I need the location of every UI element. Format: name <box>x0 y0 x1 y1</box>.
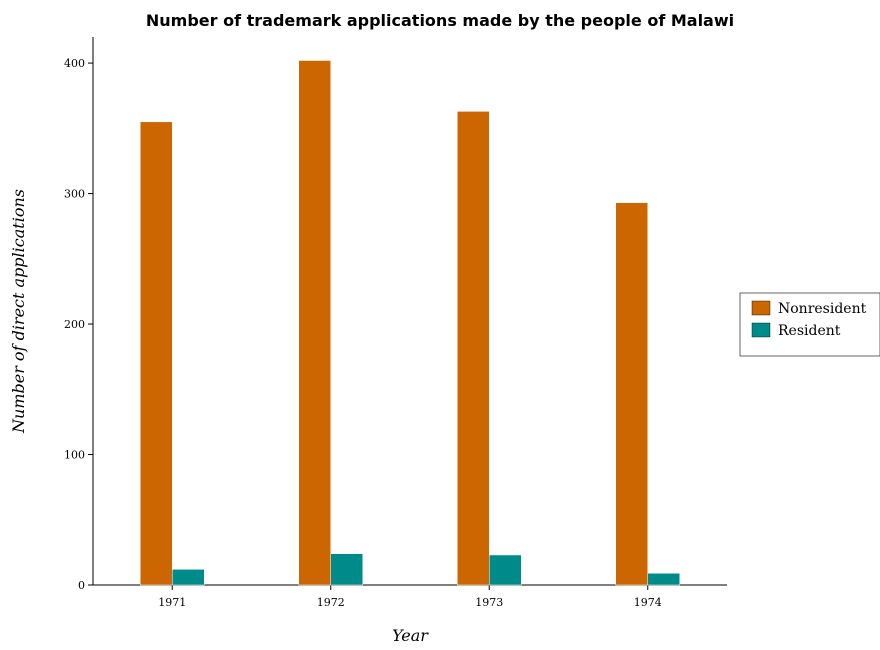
legend-label-resident: Resident <box>778 323 841 339</box>
x-tick-label: 1973 <box>475 596 503 609</box>
x-tick-label: 1974 <box>634 596 662 609</box>
x-axis-label: Year <box>392 626 429 645</box>
y-axis-label: Number of direct applications <box>9 189 28 434</box>
y-tick-label: 100 <box>64 449 85 462</box>
legend: Nonresident Resident <box>739 292 880 357</box>
y-tick-label: 400 <box>64 57 85 70</box>
x-tick-label: 1972 <box>317 596 345 609</box>
chart-title: Number of trademark applications made by… <box>146 11 734 30</box>
bar-resident-1974 <box>647 573 680 586</box>
legend-label-nonresident: Nonresident <box>778 301 867 317</box>
bar-nonresident-1972 <box>298 60 331 586</box>
bar-nonresident-1971 <box>140 121 173 586</box>
y-tick-label: 200 <box>64 318 85 331</box>
y-tick-label: 300 <box>64 188 85 201</box>
bar-resident-1971 <box>172 569 205 586</box>
bar-resident-1973 <box>489 554 522 586</box>
legend-swatch-resident <box>751 322 771 338</box>
bar-nonresident-1974 <box>615 202 648 586</box>
y-tick-label: 0 <box>78 579 85 592</box>
x-tick-label: 1971 <box>158 596 186 609</box>
bar-nonresident-1973 <box>457 111 490 586</box>
legend-swatch-nonresident <box>751 300 771 316</box>
bar-resident-1972 <box>330 553 363 586</box>
